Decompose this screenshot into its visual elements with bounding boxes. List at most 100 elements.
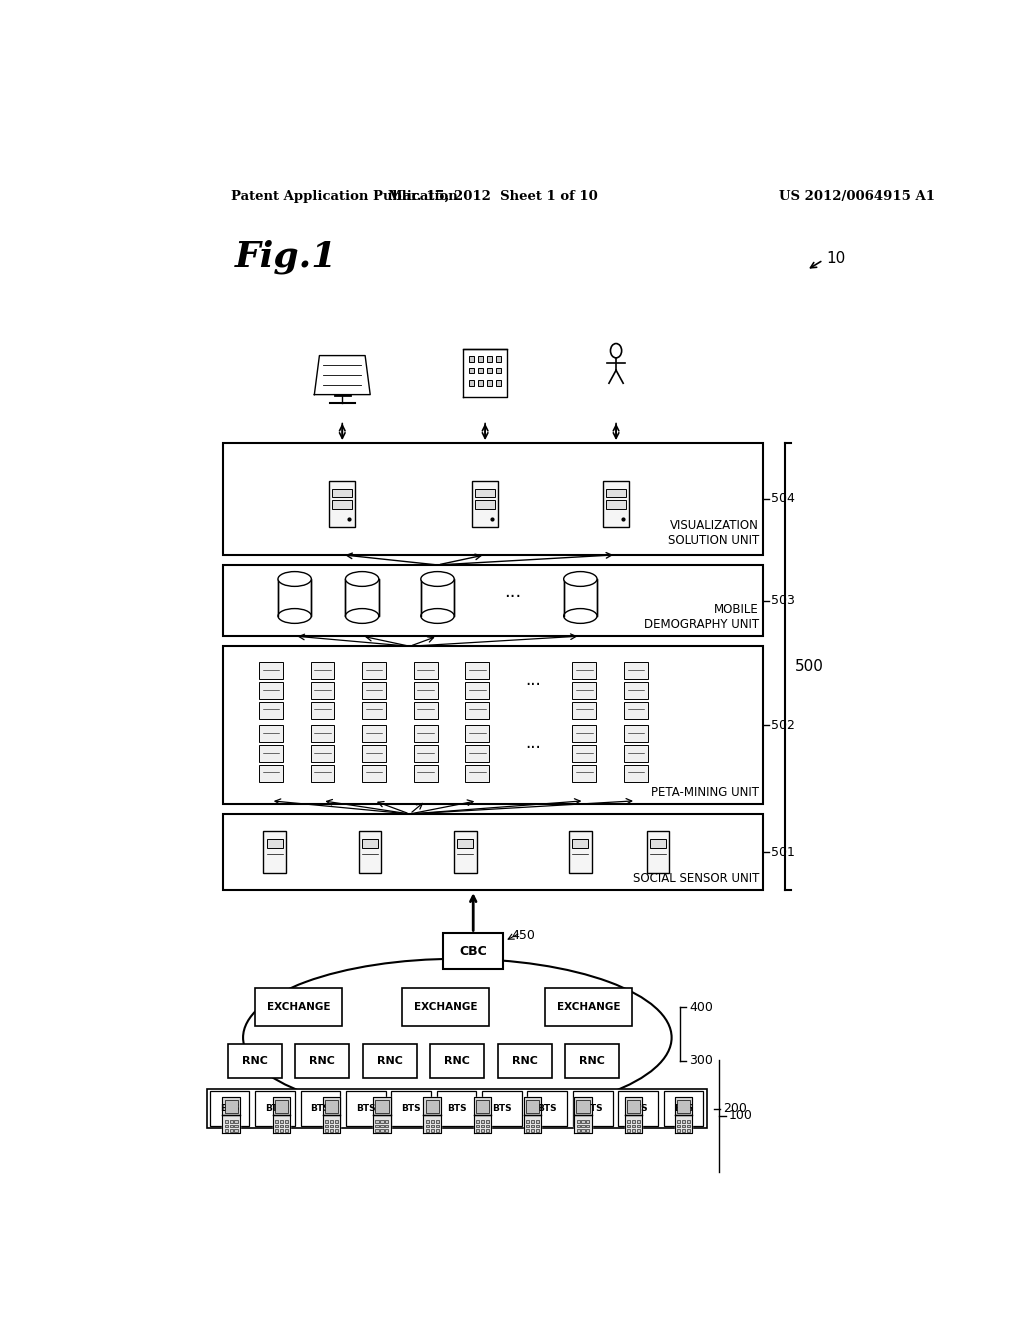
Text: PETA-MINING UNIT: PETA-MINING UNIT bbox=[651, 785, 759, 799]
Bar bbox=[326, 1125, 329, 1127]
Bar bbox=[582, 1130, 585, 1131]
Bar bbox=[627, 1130, 630, 1131]
Bar bbox=[426, 1125, 429, 1127]
Bar bbox=[478, 380, 483, 385]
Bar bbox=[677, 1125, 680, 1127]
Bar bbox=[224, 1100, 238, 1113]
Bar bbox=[569, 832, 592, 874]
Bar bbox=[263, 832, 286, 874]
Bar bbox=[603, 480, 629, 527]
Bar bbox=[229, 1130, 232, 1131]
Bar bbox=[259, 681, 283, 700]
Bar bbox=[577, 1121, 580, 1123]
Bar bbox=[385, 1121, 388, 1123]
Polygon shape bbox=[314, 355, 371, 395]
Bar bbox=[259, 661, 283, 680]
Text: BTS: BTS bbox=[356, 1105, 376, 1113]
Bar bbox=[632, 1125, 635, 1127]
Bar bbox=[234, 1125, 238, 1127]
Bar bbox=[572, 744, 596, 762]
Bar bbox=[572, 681, 596, 700]
Bar bbox=[465, 681, 489, 700]
Polygon shape bbox=[424, 1097, 441, 1114]
Bar bbox=[572, 838, 589, 847]
Polygon shape bbox=[463, 348, 507, 397]
Bar bbox=[330, 1130, 333, 1131]
Bar bbox=[267, 838, 283, 847]
Bar bbox=[285, 1130, 288, 1131]
Bar bbox=[224, 1125, 228, 1127]
Ellipse shape bbox=[345, 572, 379, 586]
Text: BTS: BTS bbox=[629, 1105, 648, 1113]
Polygon shape bbox=[272, 1115, 290, 1133]
Ellipse shape bbox=[278, 572, 311, 586]
Bar bbox=[376, 1121, 379, 1123]
Polygon shape bbox=[574, 1097, 592, 1114]
Ellipse shape bbox=[563, 609, 597, 623]
Bar bbox=[443, 933, 503, 969]
Bar bbox=[481, 1130, 484, 1131]
Bar bbox=[485, 1130, 488, 1131]
Polygon shape bbox=[474, 1115, 492, 1133]
Bar bbox=[478, 367, 483, 374]
Bar bbox=[582, 1121, 585, 1123]
Bar bbox=[259, 744, 283, 762]
Bar bbox=[587, 1130, 590, 1131]
Bar bbox=[385, 1130, 388, 1131]
Polygon shape bbox=[474, 1097, 492, 1114]
Text: 502: 502 bbox=[771, 718, 795, 731]
Bar bbox=[431, 1121, 434, 1123]
Bar bbox=[296, 1044, 349, 1078]
Bar bbox=[476, 1125, 479, 1127]
Text: VISUALIZATION
SOLUTION UNIT: VISUALIZATION SOLUTION UNIT bbox=[668, 519, 759, 546]
Bar bbox=[565, 1044, 620, 1078]
Bar bbox=[421, 579, 455, 616]
Bar bbox=[472, 480, 499, 527]
Text: ...: ... bbox=[525, 671, 541, 689]
Polygon shape bbox=[323, 1097, 340, 1114]
Bar bbox=[223, 647, 763, 804]
Bar bbox=[682, 1121, 685, 1123]
Bar bbox=[426, 1100, 439, 1113]
Polygon shape bbox=[424, 1115, 441, 1133]
Bar bbox=[637, 1125, 640, 1127]
Bar bbox=[454, 832, 476, 874]
Bar bbox=[687, 1130, 690, 1131]
Bar bbox=[435, 1125, 438, 1127]
Bar bbox=[536, 1125, 540, 1127]
Text: RNC: RNC bbox=[580, 1056, 605, 1067]
Text: 400: 400 bbox=[689, 1001, 713, 1014]
Bar bbox=[346, 1092, 386, 1126]
Bar bbox=[285, 1125, 288, 1127]
Bar bbox=[325, 1100, 338, 1113]
Bar bbox=[335, 1121, 338, 1123]
Bar bbox=[531, 1121, 535, 1123]
Bar bbox=[637, 1121, 640, 1123]
Text: 500: 500 bbox=[795, 659, 823, 675]
Bar bbox=[627, 1100, 640, 1113]
Polygon shape bbox=[524, 1115, 542, 1133]
Bar bbox=[335, 1125, 338, 1127]
Bar bbox=[229, 1125, 232, 1127]
Bar bbox=[487, 380, 492, 385]
Bar bbox=[362, 838, 378, 847]
Bar bbox=[333, 500, 352, 508]
Bar bbox=[481, 1125, 484, 1127]
Bar bbox=[618, 1092, 658, 1126]
Bar bbox=[526, 1125, 529, 1127]
Bar bbox=[677, 1100, 690, 1113]
Text: ...: ... bbox=[525, 734, 541, 752]
Bar bbox=[259, 764, 283, 781]
Bar bbox=[526, 1121, 529, 1123]
Bar bbox=[677, 1121, 680, 1123]
Bar bbox=[469, 367, 474, 374]
Bar bbox=[414, 744, 437, 762]
Bar bbox=[531, 1125, 535, 1127]
Polygon shape bbox=[323, 1115, 340, 1133]
Text: BTS: BTS bbox=[310, 1105, 330, 1113]
Bar bbox=[677, 1130, 680, 1131]
Bar bbox=[426, 1121, 429, 1123]
Bar bbox=[376, 1130, 379, 1131]
Bar bbox=[401, 987, 489, 1027]
Text: EXCHANGE: EXCHANGE bbox=[267, 1002, 331, 1012]
